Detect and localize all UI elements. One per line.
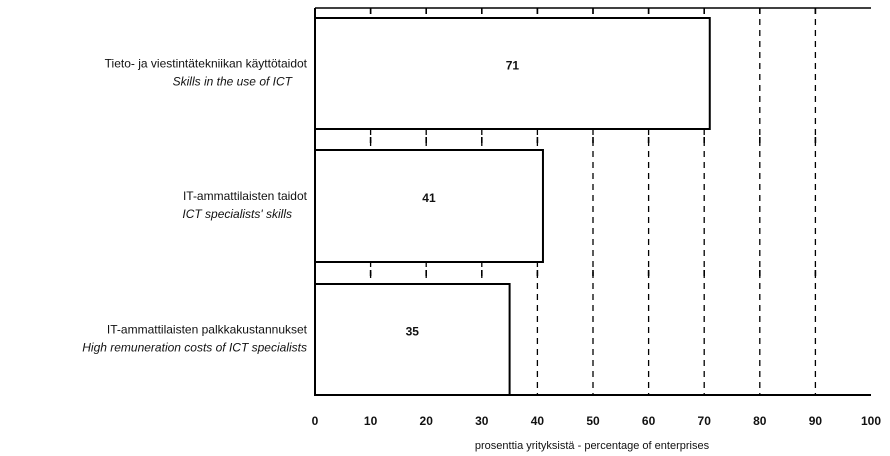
- x-tick-label-0: 0: [312, 414, 319, 428]
- category-labels: Tieto- ja viestintätekniikan käyttötaido…: [82, 57, 307, 355]
- x-tick-label-100: 100: [861, 414, 881, 428]
- category-label-fi-3: IT-ammattilaisten palkkakustannukset: [107, 323, 308, 337]
- category-label-fi-1: Tieto- ja viestintätekniikan käyttötaido…: [105, 57, 308, 71]
- value-label-3: 35: [406, 325, 420, 339]
- x-tick-label-60: 60: [642, 414, 656, 428]
- bar-1: [314, 17, 711, 130]
- axis-frame: [314, 7, 871, 396]
- x-tick-label-70: 70: [698, 414, 712, 428]
- x-tick-labels: 0 10 20 30 40 50 60 70 80 90 100: [312, 414, 882, 428]
- x-tick-label-80: 80: [753, 414, 767, 428]
- tick-marks: [369, 8, 817, 276]
- x-tick-label-50: 50: [586, 414, 600, 428]
- x-axis-title: prosenttia yrityksistä - percentage of e…: [475, 440, 710, 452]
- x-tick-label-40: 40: [531, 414, 545, 428]
- bar-2: [314, 149, 544, 263]
- x-tick-label-30: 30: [475, 414, 489, 428]
- value-label-1: 71: [506, 59, 520, 73]
- category-label-fi-2: IT-ammattilaisten taidot: [183, 189, 308, 203]
- value-label-2: 41: [422, 191, 436, 205]
- x-tick-label-10: 10: [364, 414, 378, 428]
- x-tick-label-20: 20: [420, 414, 434, 428]
- x-tick-label-90: 90: [809, 414, 823, 428]
- value-labels: 71 41 35: [406, 59, 520, 339]
- category-label-en-1: Skills in the use of ICT: [173, 75, 294, 89]
- bars: [314, 17, 711, 396]
- category-label-en-2: ICT specialists' skills: [182, 207, 292, 221]
- bar-3: [314, 283, 511, 396]
- category-label-en-3: High remuneration costs of ICT specialis…: [82, 341, 307, 355]
